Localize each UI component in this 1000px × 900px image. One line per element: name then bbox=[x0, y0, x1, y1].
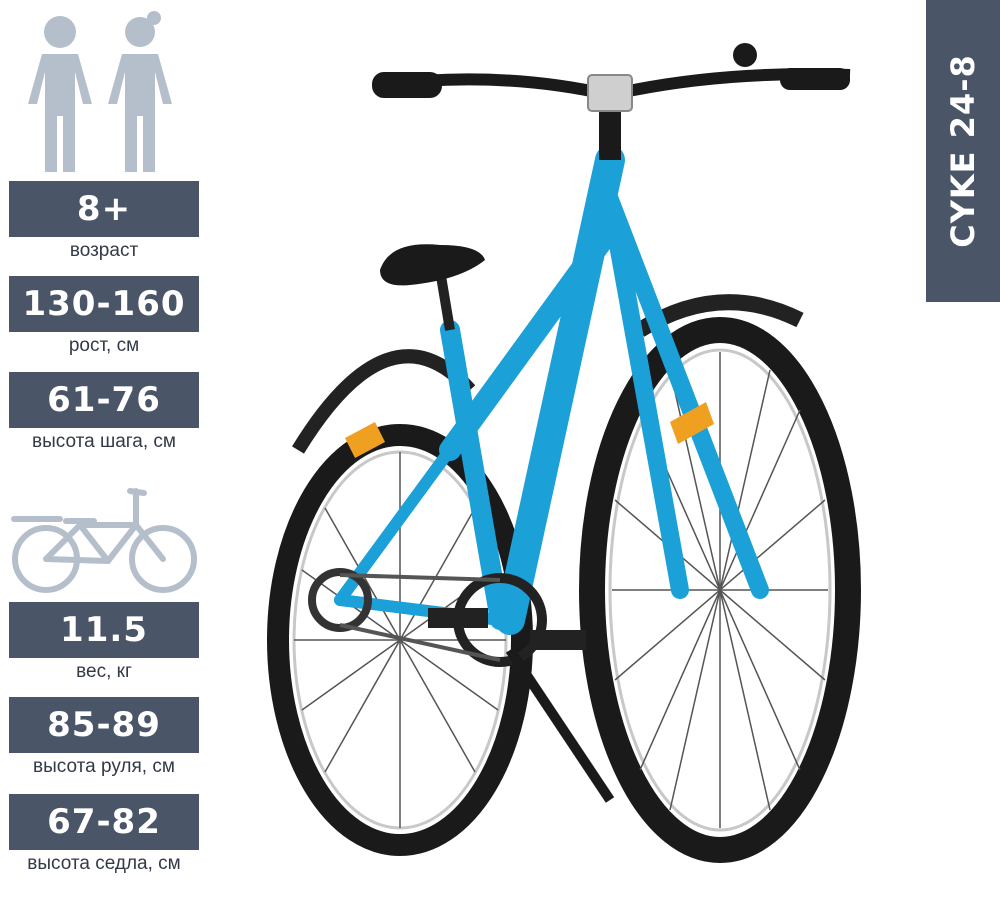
children-silhouette-icon bbox=[28, 11, 172, 172]
spec-label: рост, см bbox=[68, 335, 140, 356]
spec-label: высота шага, см bbox=[32, 431, 176, 452]
spec-saddle-height: 67-82 высота седла, см bbox=[9, 794, 199, 877]
model-tab: CYKE 24-8 bbox=[926, 0, 1000, 302]
bicycle-photo bbox=[267, 43, 861, 863]
handlebar bbox=[372, 43, 851, 160]
spec-value: 67-82 bbox=[9, 794, 199, 850]
spec-label: вес, кг bbox=[76, 661, 132, 682]
spec-height: 130-160 рост, см bbox=[9, 276, 199, 359]
drivetrain bbox=[308, 568, 586, 667]
spec-weight: 11.5 вес, кг bbox=[9, 602, 199, 685]
spec-label: высота седла, см bbox=[27, 853, 181, 874]
spec-age: 8+ возраст bbox=[9, 181, 199, 264]
spec-value: 11.5 bbox=[9, 602, 199, 658]
spec-inseam: 61-76 высота шага, см bbox=[9, 372, 199, 455]
bicycle-icon bbox=[11, 488, 197, 593]
spec-label: возраст bbox=[69, 240, 139, 261]
seat bbox=[380, 244, 485, 331]
bike-frame bbox=[334, 145, 769, 635]
rear-reflector bbox=[345, 422, 385, 458]
kickstand bbox=[505, 647, 615, 803]
spec-handlebar-height: 85-89 высота руля, см bbox=[9, 697, 199, 780]
front-reflector bbox=[670, 402, 714, 444]
spec-value: 61-76 bbox=[9, 372, 199, 428]
model-name: CYKE 24-8 bbox=[944, 54, 982, 248]
front-wheel bbox=[579, 317, 861, 863]
spec-value: 130-160 bbox=[9, 276, 199, 332]
spec-label: высота руля, см bbox=[33, 756, 175, 777]
spec-value: 8+ bbox=[9, 181, 199, 237]
spec-value: 85-89 bbox=[9, 697, 199, 753]
